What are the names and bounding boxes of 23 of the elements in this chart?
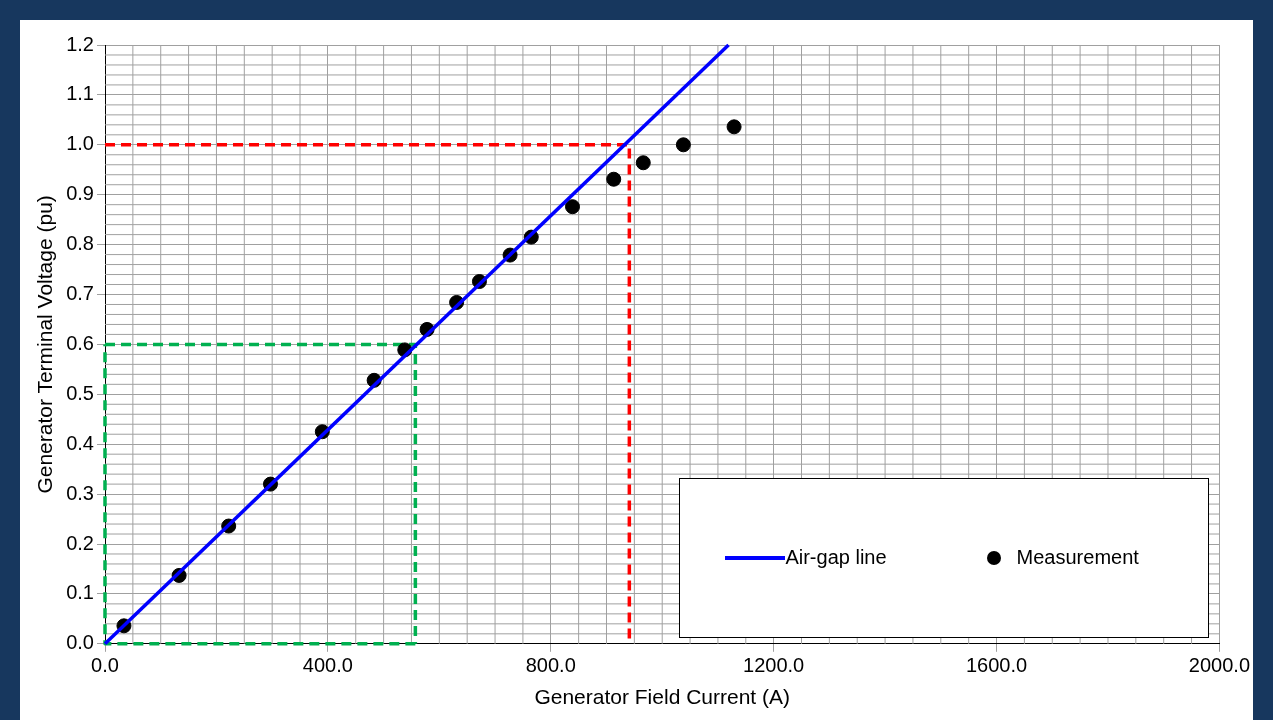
y-tick-label: 0.1: [66, 581, 94, 604]
y-tick-label: 1.1: [66, 82, 94, 105]
x-axis-title: Generator Field Current (A): [534, 685, 791, 709]
y-tick-label: 0.2: [66, 531, 94, 554]
y-tick-label: 0.6: [66, 331, 94, 354]
y-tick-label: 0.9: [66, 182, 94, 205]
x-tick-label: 1600.0: [965, 654, 1028, 677]
x-tick-label: 800.0: [525, 654, 576, 677]
y-tick-label: 0.3: [66, 481, 94, 504]
y-tick-label: 1.2: [66, 32, 94, 55]
legend-label: Measurement: [1016, 546, 1139, 570]
y-axis-title: Generator Terminal Voltage (pu): [33, 195, 57, 494]
y-tick-label: 0.4: [66, 431, 94, 454]
x-tick-label: 0.0: [91, 654, 119, 677]
y-tick-label: 0.0: [66, 631, 94, 654]
y-tick-label: 0.5: [66, 381, 94, 404]
x-tick-label: 2000.0: [1188, 654, 1250, 677]
x-tick-label: 400.0: [302, 654, 353, 677]
y-tick-label: 1.0: [66, 132, 94, 155]
legend-label: Air-gap line: [785, 546, 887, 570]
y-tick-label: 0.7: [66, 282, 94, 305]
x-tick-label: 1200.0: [743, 654, 805, 677]
y-tick-label: 0.8: [66, 232, 94, 255]
